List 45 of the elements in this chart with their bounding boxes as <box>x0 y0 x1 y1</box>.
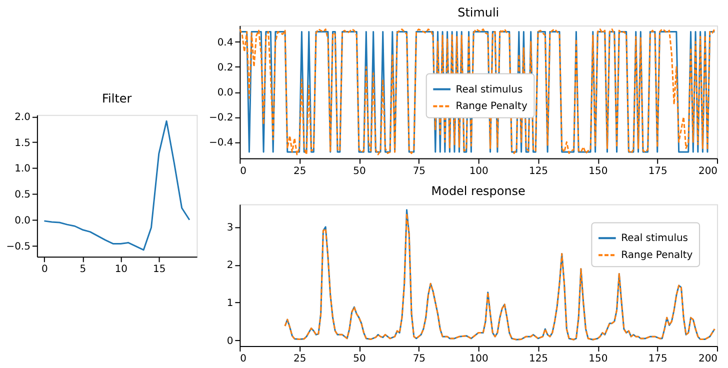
y-tick-label: −0.5 <box>6 241 30 252</box>
x-tick-label: 150 <box>588 166 608 177</box>
x-tick-label: 5 <box>80 264 86 276</box>
x-tick-label: 0 <box>42 264 48 276</box>
y-tick-label: 0.4 <box>217 37 234 48</box>
x-tick-label: 0 <box>240 166 247 177</box>
y-tick-label: 0.0 <box>217 87 234 98</box>
y-tick-label: 1.0 <box>14 164 30 175</box>
x-tick-label: 75 <box>412 166 426 177</box>
y-tick-label: 1.5 <box>14 138 30 149</box>
y-tick-label: −0.4 <box>208 137 234 148</box>
y-tick-label: −0.2 <box>208 112 234 124</box>
chart-title: Stimuli <box>458 5 500 20</box>
y-tick-label: 0 <box>226 336 234 347</box>
y-tick-label: 2 <box>226 260 234 272</box>
legend-label: Real stimulus <box>621 233 688 244</box>
x-tick-label: 50 <box>353 166 366 177</box>
x-tick-label: 10 <box>114 264 128 276</box>
x-tick-label: 50 <box>353 354 366 365</box>
y-tick-label: 0.5 <box>14 190 30 201</box>
x-tick-label: 25 <box>293 166 306 177</box>
x-tick-label: 100 <box>469 166 488 177</box>
y-tick-label: 2.0 <box>14 112 30 123</box>
x-tick-label: 100 <box>469 354 488 365</box>
x-tick-label: 200 <box>698 166 718 177</box>
x-tick-label: 25 <box>293 354 306 365</box>
x-tick-label: 200 <box>698 354 718 365</box>
x-tick-label: 125 <box>528 354 548 365</box>
x-tick-label: 125 <box>528 166 548 177</box>
x-tick-label: 0 <box>240 354 247 365</box>
y-tick-label: 1 <box>226 298 234 310</box>
y-tick-label: 0.0 <box>14 215 30 226</box>
x-tick-label: 150 <box>588 354 608 365</box>
legend-label: Range Penalty <box>456 101 528 112</box>
y-tick-label: 0.2 <box>217 62 234 74</box>
chart-title: Filter <box>102 91 132 106</box>
chart-title: Model response <box>431 184 526 198</box>
legend-label: Real stimulus <box>456 84 523 96</box>
line-series <box>43 120 190 251</box>
y-tick-label: 3 <box>226 222 234 234</box>
x-tick-label: 15 <box>153 264 166 276</box>
legend-label: Range Penalty <box>621 250 693 262</box>
x-tick-label: 175 <box>648 166 668 177</box>
x-tick-label: 175 <box>648 354 668 365</box>
x-tick-label: 75 <box>412 354 426 365</box>
